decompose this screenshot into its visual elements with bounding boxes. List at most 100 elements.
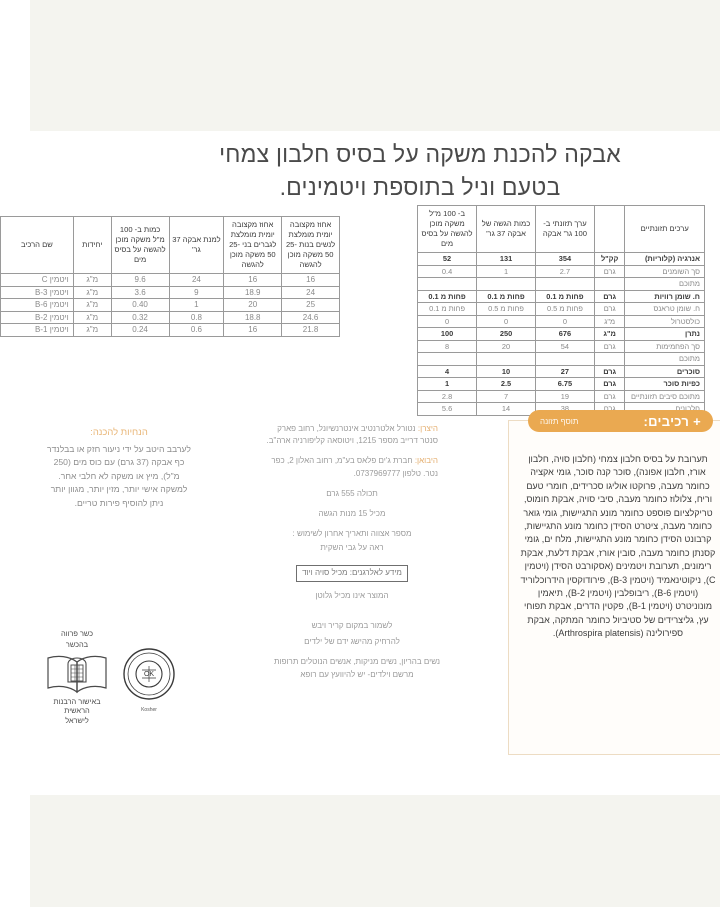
net-weight: תכולה 555 גרם <box>236 488 408 500</box>
nutrition-header-row: ערכים תזונתיים ערך תזונתי ב- 100 גר' אבק… <box>388 206 675 253</box>
vitamins-row-per-serving: 1 <box>139 299 194 312</box>
vitamins-row-name: ויטמין B-6 <box>0 299 43 312</box>
nutrition-row: ח. שומן טראנס גרם פחות מ 0.5 פחות מ 0.5 פחות… <box>388 303 675 316</box>
ingredients-body: תערובת על בסיס חלבון צמחי (חלבון סויה, ח… <box>489 453 687 641</box>
vitamins-row-per-serving: 0.8 <box>139 311 194 324</box>
nutrition-row-per-100g: 0 <box>505 315 564 328</box>
vitamins-header-ingredient: שם הרכיב <box>0 217 43 274</box>
vitamins-header-per-100ml: כמות ב- 100 מ"ל משקה מוכן להגשה על בסיס … <box>81 217 139 274</box>
nutrition-row: סך הפחמימות גרם 54 20 8 <box>388 340 675 353</box>
nutrition-row: אנרגיה (קלוריות) קק"ל 354 131 52 <box>388 253 675 266</box>
vitamins-row-unit: מ"ג <box>43 286 81 299</box>
vitamins-row-per-serving: 24 <box>139 274 194 287</box>
vitamins-row-per-100ml: 3.6 <box>81 286 139 299</box>
nutrition-facts-table: ערכים תזונתיים ערך תזונתי ב- 100 גר' אבק… <box>387 205 675 416</box>
nutrition-row-name: מתוכם <box>595 278 675 291</box>
nutrition-header-units <box>564 206 595 253</box>
vitamins-row-unit: מ"ג <box>43 324 81 337</box>
vitamins-row-name: ויטמין C <box>0 274 43 287</box>
nutrition-row-name: אנרגיה (קלוריות) <box>595 253 675 266</box>
nutrition-row-per-serving: 250 <box>447 328 506 341</box>
vitamins-row-pct-men: 16 <box>194 274 252 287</box>
page-title: אבקה להכנת משקה על בסיס חלבון צמחי בטעם … <box>60 138 720 204</box>
vitamins-row-name: ויטמין B-1 <box>0 324 43 337</box>
vitamins-row-pct-women: 16 <box>252 274 310 287</box>
rabbinate-line-2: הראשית <box>8 706 86 715</box>
nutrition-row-per-serving: 2.5 <box>447 378 506 391</box>
label-page: אבקה להכנת משקה על בסיס חלבון צמחי בטעם … <box>0 131 720 795</box>
vitamins-row-per-100ml: 0.40 <box>81 299 139 312</box>
open-book-icon <box>14 652 80 696</box>
vitamins-row-pct-men: 18.8 <box>194 311 252 324</box>
vitamins-row-pct-women: 25 <box>252 299 310 312</box>
manufacturer-text: נטורל אלטרנטיב אינטרנשיונל, רחוב פארק סנ… <box>237 424 409 445</box>
nutrition-row: נתרן מ"ג 676 250 100 <box>388 328 675 341</box>
nutrition-row-name: כולסטרול <box>595 315 675 328</box>
nutrition-row-unit <box>564 278 595 291</box>
nutrition-row: סך השומנים גרם 2.7 1 0.4 <box>388 265 675 278</box>
vitamins-row: 25 20 1 0.40 מ"ג ויטמין B-6 <box>0 299 310 312</box>
nutrition-row-per-100ml <box>388 278 447 291</box>
ingredients-tag: + רכיבים: תוסף תזונה <box>498 410 683 432</box>
importer-block: היבואן: חברת ג'ים פלאס בע"מ, רחוב האלון … <box>236 455 408 479</box>
nutrition-row-unit: גרם <box>564 303 595 316</box>
nutrition-row-name: ח. שומן רוויות <box>595 290 675 303</box>
nutrition-row-per-100ml: 2.8 <box>388 390 447 403</box>
nutrition-row-per-100ml: 1 <box>388 378 447 391</box>
gluten-free-note: המוצר אינו מכיל גלוטן <box>236 590 408 602</box>
nutrition-row-per-serving <box>447 353 506 366</box>
vitamins-row-per-100ml: 0.24 <box>81 324 139 337</box>
nutrition-row-per-serving: 0 <box>447 315 506 328</box>
vitamins-row-unit: מ"ג <box>43 274 81 287</box>
nutrition-row-per-100ml: 4 <box>388 365 447 378</box>
nutrition-header-per-100g: ערך תזונתי ב- 100 גר' אבקה <box>505 206 564 253</box>
orthodox-union-seal: OK Kosher <box>92 647 146 713</box>
nutrition-row-per-100g: 19 <box>505 390 564 403</box>
vitamins-row-per-serving: 9 <box>139 286 194 299</box>
nutrition-row-per-100ml: 0.4 <box>388 265 447 278</box>
vitamins-row-pct-women: 24 <box>252 286 310 299</box>
vitamins-header-units: יחידות <box>43 217 81 274</box>
nutrition-row-per-100ml <box>388 353 447 366</box>
nutrition-row-unit: גרם <box>564 290 595 303</box>
nutrition-row-per-serving: 7 <box>447 390 506 403</box>
nutrition-header-values: ערכים תזונתיים <box>595 206 675 253</box>
nutrition-row: מתוכם סיבים תזונתיים גרם 19 7 2.8 <box>388 390 675 403</box>
keep-away-from-children-note: להרחיק מהישג ידם של ילדים <box>236 636 408 648</box>
preparation-heading: הנחיות להכנה: <box>14 425 164 439</box>
nutrition-row-per-100ml: 100 <box>388 328 447 341</box>
page-title-line-1: אבקה להכנת משקה על בסיס חלבון צמחי <box>60 138 720 171</box>
nutrition-row-per-100ml: 5.6 <box>388 403 447 416</box>
nutrition-row-unit: גרם <box>564 378 595 391</box>
bottom-band <box>0 795 720 907</box>
vitamins-row-per-serving: 0.6 <box>139 324 194 337</box>
preparation-body: לערבב היטב על ידי ניעור חזק או בבלנדר כף… <box>14 443 164 511</box>
nutrition-row-name: מתוכם סיבים תזונתיים <box>595 390 675 403</box>
vitamins-row-pct-men: 20 <box>194 299 252 312</box>
nutrition-row-name: נתרן <box>595 328 675 341</box>
vitamins-row-pct-women: 24.6 <box>252 311 310 324</box>
nutrition-row-per-100g <box>505 278 564 291</box>
nutrition-row-name: סך הפחמימות <box>595 340 675 353</box>
nutrition-header-per-100ml: ב- 100 מ"ל משקה מוכן להגשה על בסיס מים <box>388 206 447 253</box>
batch-line-1: מספר אצווה ותאריך אחרון לשימוש : <box>236 528 408 540</box>
storage-note: לשמור במקום קריר ויבש <box>236 620 408 632</box>
rabbinate-certification: כשר פרווה בהכשר באישור הרבנות הראשית ליש… <box>8 629 86 725</box>
vitamins-row-pct-women: 21.8 <box>252 324 310 337</box>
nutrition-row-unit: גרם <box>564 340 595 353</box>
nutrition-row-per-serving: 131 <box>447 253 506 266</box>
nutrition-row: מתוכם <box>388 353 675 366</box>
nutrition-row-unit: גרם <box>564 390 595 403</box>
nutrition-row-per-serving <box>447 278 506 291</box>
nutrition-row-name: מתוכם <box>595 353 675 366</box>
nutrition-row-per-100ml: פחות מ 0.1 <box>388 290 447 303</box>
nutrition-row-unit: מ"ג <box>564 328 595 341</box>
medical-warning-note: נשים בהריון, נשים מניקות, אנשים הנוטלים … <box>236 656 418 680</box>
nutrition-row: סוכרים גרם 27 10 4 <box>388 365 675 378</box>
rabbinate-line-3: לישראל <box>8 716 86 725</box>
nutrition-row-per-serving: פחות מ 0.5 <box>447 303 506 316</box>
vitamins-row-name: ויטמין B-2 <box>0 311 43 324</box>
nutrition-row-name: ח. שומן טראנס <box>595 303 675 316</box>
nutrition-row-name: סך השומנים <box>595 265 675 278</box>
allergen-info-box: מידע לאלרגנים: מכיל סויה ויוד <box>266 565 378 582</box>
